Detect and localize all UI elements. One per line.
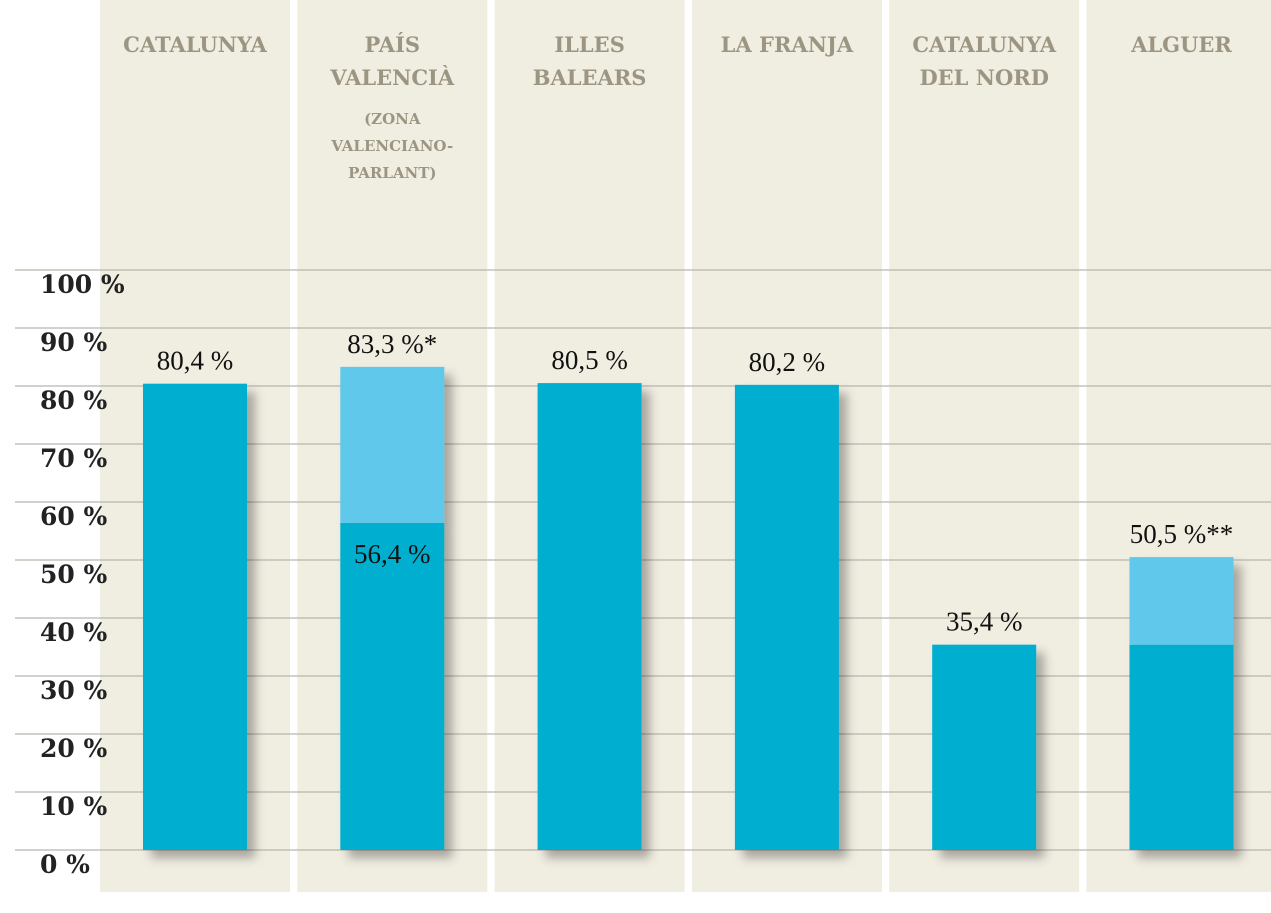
column-header: DEL NORD <box>919 65 1048 90</box>
y-tick-label: 60 % <box>40 502 107 531</box>
bar-segment <box>1129 557 1234 645</box>
value-label: 80,5 % <box>551 345 628 375</box>
column-header: ILLES <box>554 32 625 57</box>
y-tick-label: 10 % <box>40 792 107 821</box>
total-label: 50,5 %** <box>1130 519 1234 549</box>
y-tick-label: 0 % <box>40 850 90 879</box>
y-tick-label: 30 % <box>40 676 107 705</box>
y-tick-label: 50 % <box>40 560 107 589</box>
bar-segment <box>734 384 839 850</box>
bar-segment <box>537 383 642 850</box>
y-tick-label: 100 % <box>40 270 125 299</box>
bar-stack <box>340 366 445 850</box>
value-label: 35,4 % <box>946 607 1023 637</box>
y-tick-label: 90 % <box>40 328 107 357</box>
bar-stack <box>1129 557 1234 850</box>
y-tick-label: 70 % <box>40 444 107 473</box>
column-header: VALENCIÀ <box>329 65 454 90</box>
value-label: 80,4 % <box>157 346 234 376</box>
total-label: 83,3 %* <box>347 329 437 359</box>
bar-stack <box>537 383 642 850</box>
column-note: PARLANT) <box>348 164 436 182</box>
value-label: 56,4 % <box>354 539 431 569</box>
column-header: ALGUER <box>1130 32 1232 57</box>
column-note: VALENCIANO- <box>330 137 453 155</box>
bar-stack <box>734 384 839 850</box>
bar-segment <box>1129 644 1234 850</box>
column-header: LA FRANJA <box>721 32 854 57</box>
bar-segment <box>143 383 247 850</box>
bar-segment <box>932 644 1037 850</box>
bar-segment <box>340 366 445 523</box>
bar-segment <box>340 522 445 850</box>
column-header: BALEARS <box>533 65 647 90</box>
bar-stack <box>143 383 247 850</box>
bar-stack <box>932 644 1037 850</box>
column-header: CATALUNYA <box>912 32 1056 57</box>
y-tick-label: 40 % <box>40 618 107 647</box>
value-label: 80,2 % <box>749 347 826 377</box>
column-header: CATALUNYA <box>123 32 267 57</box>
y-tick-label: 20 % <box>40 734 107 763</box>
column-note: (ZONA <box>364 110 421 128</box>
y-tick-label: 80 % <box>40 386 107 415</box>
panels <box>100 0 1271 892</box>
column-header: PAÍS <box>365 32 421 57</box>
